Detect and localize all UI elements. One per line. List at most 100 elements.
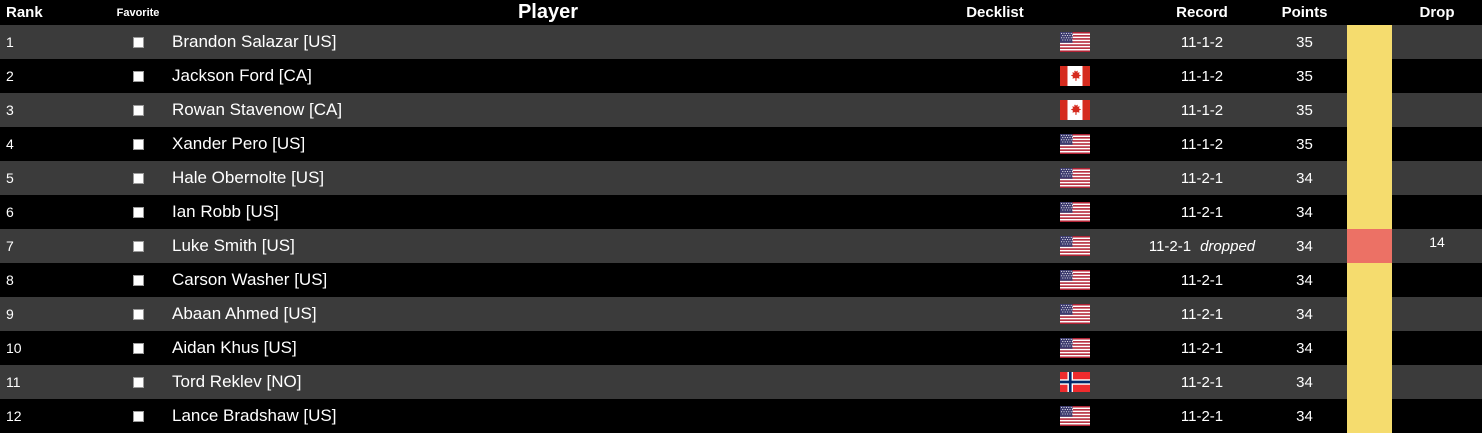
record-cell: 11-1-2 — [1142, 136, 1262, 153]
favorite-checkbox[interactable] — [132, 36, 144, 48]
table-row: 9 Abaan Ahmed [US] 11-2-1 34 — [0, 297, 1482, 331]
flag-ca-icon — [1050, 66, 1142, 86]
drop-value — [1392, 365, 1482, 370]
record-value: 11-1-2 — [1180, 67, 1224, 85]
record-cell: 11-2-1 — [1142, 374, 1262, 391]
table-row: 8 Carson Washer [US] 11-2-1 34 — [0, 263, 1482, 297]
favorite-checkbox[interactable] — [132, 342, 144, 354]
drop-value — [1392, 399, 1482, 404]
favorite-checkbox[interactable] — [132, 410, 144, 422]
record-cell: 11-2-1 — [1142, 306, 1262, 323]
band-cell — [1347, 195, 1392, 229]
header-favorite[interactable]: Favorite — [116, 6, 160, 19]
flag-us-icon — [1050, 270, 1142, 290]
points-value: 34 — [1296, 339, 1313, 357]
header-rank[interactable]: Rank — [6, 4, 43, 21]
record-value: 11-1-2 — [1180, 135, 1224, 153]
rank-cell: 2 — [6, 68, 14, 84]
record-cell: 11-2-1 — [1142, 340, 1262, 357]
points-value: 34 — [1296, 271, 1313, 289]
table-row: 5 Hale Obernolte [US] 11-2-1 34 — [0, 161, 1482, 195]
record-value: 11-1-2 — [1180, 33, 1224, 51]
flag-ca-icon — [1050, 100, 1142, 120]
band-cell — [1347, 365, 1392, 399]
record-cell: 11-2-1 — [1142, 170, 1262, 187]
band-cell — [1347, 161, 1392, 195]
favorite-checkbox[interactable] — [132, 240, 144, 252]
table-row: 12 Lance Bradshaw [US] 11-2-1 34 — [0, 399, 1482, 433]
points-value: 34 — [1296, 169, 1313, 187]
rank-cell: 5 — [6, 170, 14, 186]
player-name: Tord Reklev [NO] — [172, 372, 302, 391]
player-name: Xander Pero [US] — [172, 134, 306, 153]
header-player[interactable]: Player — [517, 1, 579, 23]
drop-value — [1392, 93, 1482, 98]
table-body: 1 Brandon Salazar [US] 11-1-2 35 2 Jacks… — [0, 25, 1482, 433]
rank-cell: 6 — [6, 204, 14, 220]
points-value: 34 — [1296, 203, 1313, 221]
rank-cell: 9 — [6, 306, 14, 322]
record-cell: 11-1-2 — [1142, 102, 1262, 119]
points-value: 35 — [1296, 101, 1313, 119]
record-value: 11-2-1 — [1180, 373, 1224, 391]
record-value: 11-2-1 — [1148, 237, 1192, 255]
flag-us-icon — [1050, 134, 1142, 154]
favorite-checkbox[interactable] — [132, 138, 144, 150]
header-points[interactable]: Points — [1281, 4, 1328, 21]
band-cell — [1347, 399, 1392, 433]
table-row: 3 Rowan Stavenow [CA] 11-1-2 35 — [0, 93, 1482, 127]
table-row: 4 Xander Pero [US] 11-1-2 35 — [0, 127, 1482, 161]
rank-cell: 1 — [6, 34, 14, 50]
flag-us-icon — [1050, 304, 1142, 324]
header-decklist[interactable]: Decklist — [966, 4, 1024, 21]
record-cell: 11-2-1 — [1142, 408, 1262, 425]
favorite-checkbox[interactable] — [132, 308, 144, 320]
points-value: 34 — [1296, 407, 1313, 425]
player-name: Lance Bradshaw [US] — [172, 406, 337, 425]
rank-cell: 4 — [6, 136, 14, 152]
dropped-label: dropped — [1200, 237, 1256, 255]
favorite-cell — [120, 376, 156, 388]
record-value: 11-2-1 — [1180, 339, 1224, 357]
favorite-checkbox[interactable] — [132, 376, 144, 388]
drop-value — [1392, 161, 1482, 166]
rank-cell: 8 — [6, 272, 14, 288]
band-cell — [1347, 59, 1392, 93]
band-cell — [1347, 331, 1392, 365]
flag-us-icon — [1050, 406, 1142, 426]
favorite-cell — [120, 274, 156, 286]
drop-value — [1392, 297, 1482, 302]
table-row: 7 Luke Smith [US] 11-2-1 dropped 34 14 — [0, 229, 1482, 263]
flag-us-icon — [1050, 168, 1142, 188]
favorite-cell — [120, 410, 156, 422]
favorite-cell — [120, 104, 156, 116]
table-header: Rank Favorite Player Decklist Record Poi… — [0, 0, 1482, 25]
drop-value — [1392, 195, 1482, 200]
rank-cell: 10 — [6, 340, 22, 356]
favorite-checkbox[interactable] — [132, 70, 144, 82]
record-value: 11-1-2 — [1180, 101, 1224, 119]
rank-cell: 12 — [6, 408, 22, 424]
header-drop[interactable]: Drop — [1419, 4, 1455, 21]
player-name: Rowan Stavenow [CA] — [172, 100, 343, 119]
drop-value — [1392, 127, 1482, 132]
drop-value — [1392, 25, 1482, 30]
favorite-checkbox[interactable] — [132, 172, 144, 184]
points-value: 34 — [1296, 237, 1313, 255]
header-record[interactable]: Record — [1176, 4, 1228, 21]
table-row: 1 Brandon Salazar [US] 11-1-2 35 — [0, 25, 1482, 59]
player-name: Ian Robb [US] — [172, 202, 279, 221]
table-row: 6 Ian Robb [US] 11-2-1 34 — [0, 195, 1482, 229]
points-value: 34 — [1296, 305, 1313, 323]
favorite-checkbox[interactable] — [132, 104, 144, 116]
band-cell — [1347, 127, 1392, 161]
record-cell: 11-2-1 dropped — [1142, 238, 1262, 255]
player-name: Hale Obernolte [US] — [172, 168, 325, 187]
table-row: 11 Tord Reklev [NO] 11-2-1 34 — [0, 365, 1482, 399]
favorite-checkbox[interactable] — [132, 274, 144, 286]
favorite-checkbox[interactable] — [132, 206, 144, 218]
favorite-cell — [120, 138, 156, 150]
record-cell: 11-1-2 — [1142, 34, 1262, 51]
points-value: 35 — [1296, 67, 1313, 85]
band-cell — [1347, 93, 1392, 127]
